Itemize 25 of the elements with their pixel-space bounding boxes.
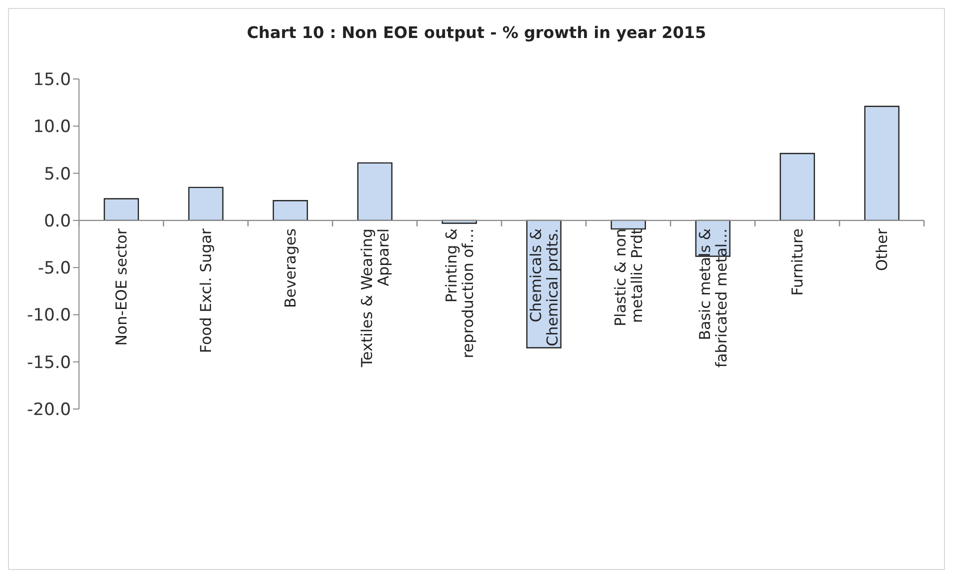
bar: [864, 106, 900, 222]
y-tick-label: 15.0: [33, 70, 71, 90]
x-tick-label: Other: [873, 228, 891, 272]
x-tick-label: Non-EOE sector: [112, 228, 130, 346]
x-tick-label: Furniture: [788, 228, 806, 296]
chart-title: Chart 10 : Non EOE output - % growth in year 2015: [246, 23, 708, 42]
bar: [780, 152, 815, 222]
y-tick-label: -20.0: [27, 400, 71, 420]
bar: [272, 200, 308, 222]
x-tick-label: Chemicals & Chemical prdts.: [526, 228, 562, 346]
y-tick-label: -15.0: [27, 352, 71, 373]
y-tick-label: 0.0: [44, 211, 71, 232]
y-tick-label: 5.0: [44, 164, 71, 184]
x-tick-label: Food Excl. Sugar: [197, 228, 215, 354]
y-tick-label: 10.0: [33, 117, 71, 138]
x-tick-label: Beverages: [282, 228, 300, 308]
x-tick-label: Textiles & Wearing Apparel: [358, 228, 392, 368]
x-tick-label: Printing & reproduction of…: [442, 228, 477, 358]
y-tick-label: -5.0: [38, 258, 71, 279]
x-tick-label: Basic metals & fabricated metal…: [696, 228, 730, 368]
x-tick-label: Plastic & non metallic Prdt: [611, 228, 646, 326]
y-tick-label: -10.0: [27, 306, 71, 326]
bar: [357, 162, 392, 222]
bar: [188, 186, 224, 222]
bar: [104, 198, 139, 222]
